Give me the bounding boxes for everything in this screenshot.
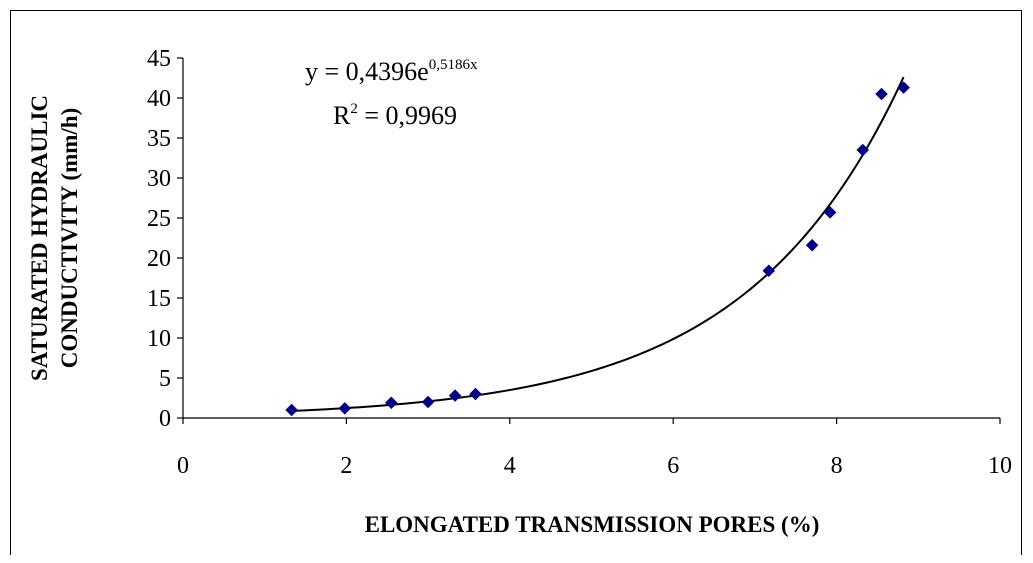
chart-frame [10, 10, 1022, 555]
x-tick-label: 10 [988, 453, 1012, 479]
x-tick-label: 4 [504, 453, 516, 479]
y-axis-title-line-2: CONDUCTIVITY (mm/h) [57, 108, 82, 368]
r-squared-r: R [333, 101, 351, 130]
y-tick-label: 15 [147, 286, 171, 312]
r-squared-value: = 0,9969 [358, 101, 457, 130]
trend-equation-exponent: 0,5186x [429, 57, 478, 73]
data-point [469, 387, 482, 401]
data-point [823, 206, 837, 219]
data-points [285, 81, 910, 417]
data-point [448, 389, 462, 402]
data-point [384, 396, 398, 410]
x-tick-label: 6 [667, 453, 679, 479]
r-squared-exponent: 2 [350, 101, 358, 117]
y-ticks: 0 5 10 15 20 25 30 35 40 45 [147, 46, 183, 432]
y-tick-label: 45 [147, 46, 171, 72]
trend-equation: y = 0,4396e0,5186x [305, 57, 478, 86]
x-ticks: 0 2 4 6 8 10 [177, 418, 1012, 479]
r-squared: R2 = 0,9969 [333, 101, 457, 130]
data-point [762, 264, 776, 278]
x-tick-label: 0 [177, 453, 189, 479]
data-point [875, 87, 888, 101]
y-tick-label: 40 [147, 86, 171, 112]
y-tick-label: 5 [159, 366, 171, 392]
data-point [338, 402, 352, 415]
y-tick-label: 10 [147, 326, 171, 352]
data-point [421, 395, 435, 409]
trend-equation-base: y = 0,4396e [305, 57, 429, 86]
y-tick-label: 25 [147, 206, 171, 232]
y-tick-label: 20 [147, 246, 171, 272]
y-axis-title-line-1: SATURATED HYDRAULIC [27, 95, 52, 381]
y-tick-label: 0 [159, 406, 171, 432]
data-point [897, 81, 910, 94]
x-axis-title: ELONGATED TRANSMISSION PORES (%) [365, 512, 820, 537]
data-point [285, 403, 299, 417]
axes [182, 58, 1000, 419]
x-tick-label: 8 [831, 453, 843, 479]
x-tick-label: 2 [340, 453, 352, 479]
y-tick-label: 35 [147, 126, 171, 152]
data-point [805, 238, 819, 252]
data-point [856, 143, 870, 157]
y-tick-label: 30 [147, 166, 171, 192]
y-axis-title: SATURATED HYDRAULIC CONDUCTIVITY (mm/h) [27, 95, 82, 381]
